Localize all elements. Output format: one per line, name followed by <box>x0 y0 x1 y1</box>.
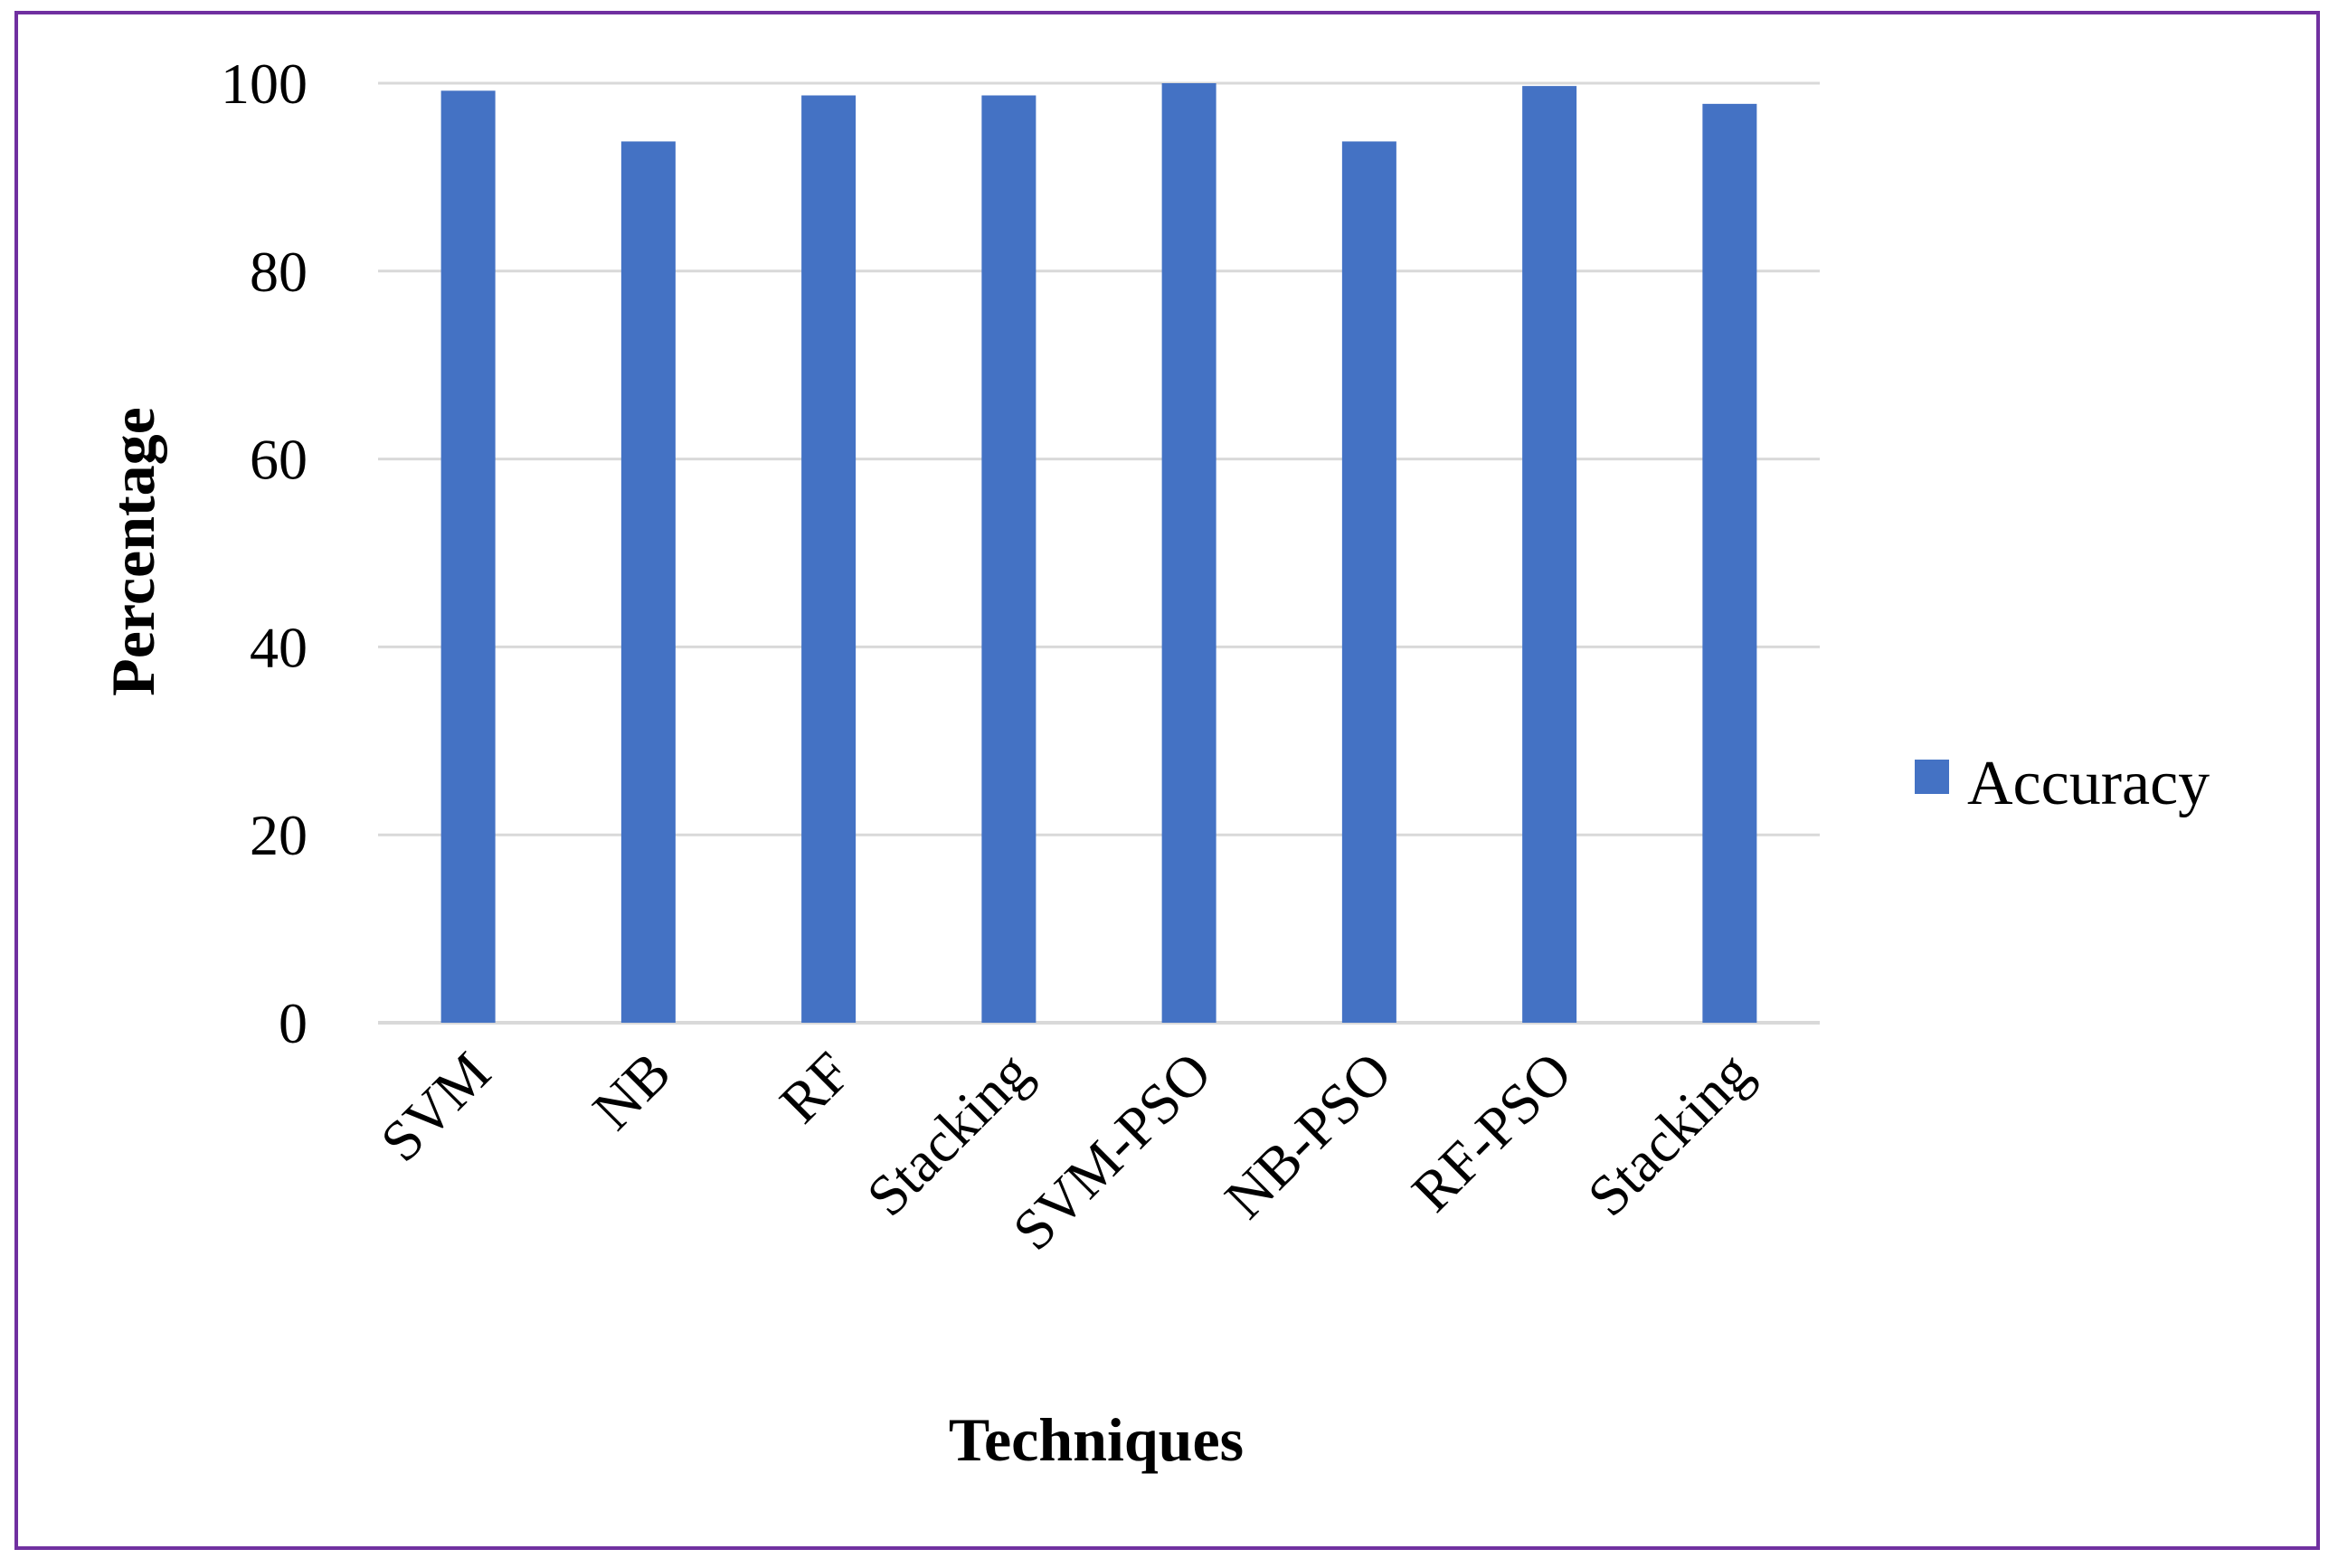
legend-label-accuracy: Accuracy <box>1967 749 2210 818</box>
x-axis-ticks: SVM NB RFStackingSVM-PSONB-PSORF-PSOStacki… <box>368 1040 1764 1262</box>
x-tick-label-3: Stacking <box>855 1040 1044 1229</box>
legend: Accuracy <box>1915 749 2210 818</box>
bar-stacking-3 <box>981 95 1036 1024</box>
x-tick-label-0: SVM <box>368 1040 502 1174</box>
y-tick-label-0: 0 <box>279 991 308 1055</box>
bar-svm-0 <box>440 90 496 1023</box>
bar-svm-pso-4 <box>1161 83 1216 1023</box>
y-tick-label-100: 100 <box>221 52 308 116</box>
x-tick-label-4: SVM-PSO <box>1000 1040 1223 1262</box>
y-axis-title: Percentage <box>99 407 167 696</box>
x-tick-label-1: NB <box>581 1040 683 1142</box>
x-tick-label-6: RF-PSO <box>1399 1040 1584 1224</box>
y-tick-label-60: 60 <box>250 428 308 492</box>
legend-swatch <box>1915 760 1949 794</box>
x-tick-label-2: RF <box>767 1040 863 1136</box>
y-tick-label-40: 40 <box>250 615 308 679</box>
y-tick-label-80: 80 <box>250 240 308 304</box>
gridlines <box>378 81 1820 1025</box>
bar-stacking-7 <box>1702 103 1757 1023</box>
y-tick-label-20: 20 <box>250 803 308 867</box>
y-axis-ticks: 0 20 40 60 80 100 <box>221 52 308 1055</box>
bar-rf-2 <box>801 95 857 1024</box>
bar-nb-1 <box>620 141 676 1024</box>
x-axis-title: Techniques <box>949 1405 1244 1474</box>
bar-rf-pso-6 <box>1522 86 1577 1024</box>
bar-nb-pso-5 <box>1341 141 1396 1024</box>
x-tick-label-5: NB-PSO <box>1213 1040 1404 1231</box>
bars <box>440 83 1757 1024</box>
x-tick-label-7: Stacking <box>1576 1040 1765 1229</box>
